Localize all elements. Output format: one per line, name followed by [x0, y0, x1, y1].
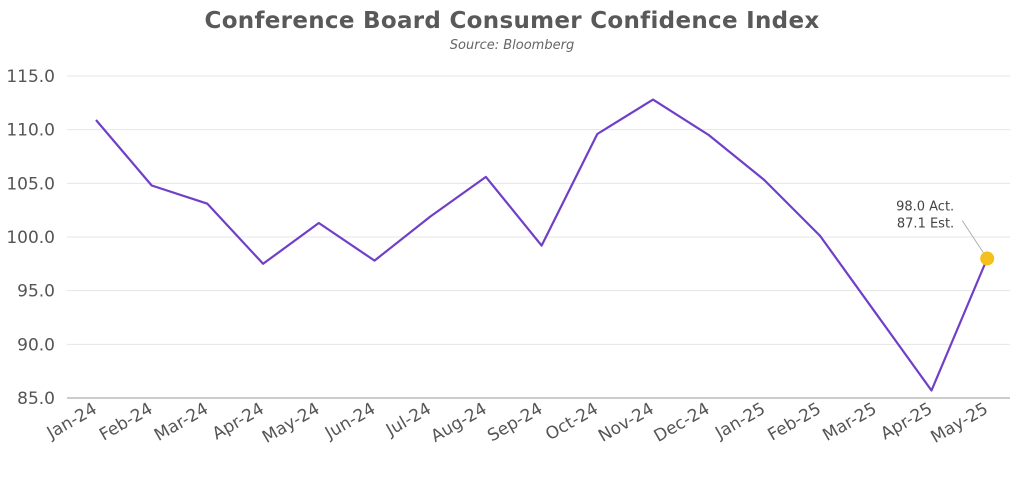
x-tick-label: Aug-24: [428, 399, 491, 447]
x-tick-label: Oct-24: [542, 399, 602, 445]
y-tick-label: 85.0: [17, 389, 55, 409]
y-tick-label: 100.0: [6, 228, 55, 248]
x-tick-label: Jan-25: [711, 399, 769, 444]
series-line: [95, 98, 989, 392]
annotation-leader-line: [961, 220, 984, 253]
x-tick-label: Nov-24: [595, 399, 657, 447]
y-axis: 85.0 90.0 95.0 100.0 105.0 110.0 115.0: [6, 67, 55, 409]
x-tick-label: Sep-24: [484, 399, 546, 446]
x-tick-label: Mar-24: [151, 399, 212, 446]
x-tick-label: Feb-25: [764, 399, 824, 445]
gridlines: [67, 75, 1010, 399]
annotation-actual: 98.0 Act.: [896, 199, 954, 214]
x-tick-label: May-25: [927, 399, 991, 448]
annotation-estimate: 87.1 Est.: [897, 216, 954, 231]
x-tick-label: Apr-24: [209, 399, 268, 444]
y-tick-label: 95.0: [17, 282, 55, 302]
y-tick-label: 110.0: [6, 121, 55, 141]
latest-value-marker: [980, 251, 995, 266]
chart-title: Conference Board Consumer Confidence Ind…: [204, 8, 820, 34]
x-tick-label: May-24: [259, 399, 323, 448]
x-tick-label: Apr-25: [877, 399, 936, 444]
y-tick-label: 90.0: [17, 335, 55, 355]
x-tick-label: Jun-24: [321, 399, 379, 444]
x-tick-label: Jul-24: [382, 399, 435, 441]
y-tick-label: 115.0: [6, 67, 55, 87]
x-tick-label: Dec-24: [651, 399, 714, 447]
y-tick-label: 105.0: [6, 174, 55, 194]
x-tick-label: Mar-25: [819, 399, 880, 446]
chart-subtitle: Source: Bloomberg: [449, 38, 575, 53]
x-tick-label: Feb-24: [96, 399, 156, 445]
